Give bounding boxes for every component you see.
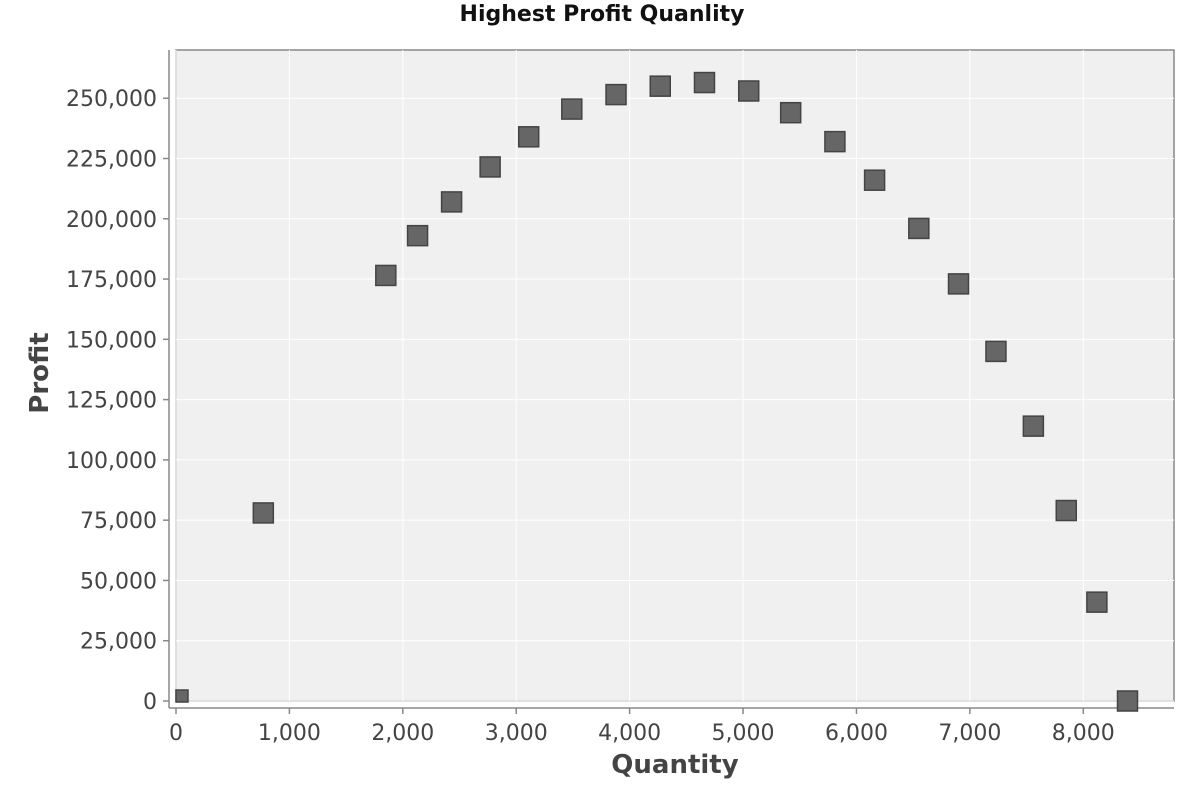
data-point [252,502,275,524]
plot-background [175,49,1175,702]
y-tick-label: 0 [143,690,157,715]
data-point [779,101,802,124]
y-tick-label: 225,000 [66,148,157,173]
x-tick-label: 6,000 [825,721,888,746]
axes [163,50,1174,714]
y-axis-label: Profit [25,332,55,414]
y-tick-label: 200,000 [66,208,157,233]
data-point [649,75,672,97]
y-tick-label: 250,000 [66,87,157,112]
data-point [440,191,463,213]
y-tick-label: 25,000 [80,630,157,655]
data-point [824,130,846,153]
x-tick-label: 4,000 [598,721,661,746]
x-tick-label: 0 [169,721,183,746]
data-point [1116,690,1139,712]
data-point [985,340,1007,363]
x-tick-label: 3,000 [485,721,548,746]
x-tick-label: 8,000 [1052,721,1115,746]
grid-lines [175,50,1174,702]
data-point [517,126,540,148]
tick-labels: 0 1,000 2,000 3,000 4,000 5,000 6,000 7,000 8,00… [66,87,1115,746]
y-tick-label: 175,000 [66,268,157,293]
data-point [561,98,583,120]
y-tick-label: 100,000 [66,449,157,474]
data-point [737,80,760,102]
x-tick-label: 2,000 [371,721,434,746]
y-tick-label: 150,000 [66,328,157,353]
data-point [908,217,930,240]
x-tick-label: 7,000 [938,721,1001,746]
y-tick-label: 125,000 [66,389,157,414]
chart-title: Highest Profit Quanlity [459,2,745,27]
data-point [1022,415,1045,437]
data-points [175,71,1139,712]
x-tick-label: 1,000 [258,721,321,746]
data-point [863,169,886,191]
data-point [605,83,627,106]
data-point [479,156,501,178]
data-point [375,264,397,287]
x-tick-label: 5,000 [712,721,775,746]
y-tick-label: 50,000 [80,569,157,594]
x-axis-label: Quantity [611,750,739,780]
y-tick-label: 75,000 [80,509,157,534]
data-point [175,689,189,703]
data-point [693,71,716,94]
data-point [1055,499,1078,522]
data-point [1086,591,1108,613]
data-point [947,273,970,295]
data-point [406,224,429,247]
